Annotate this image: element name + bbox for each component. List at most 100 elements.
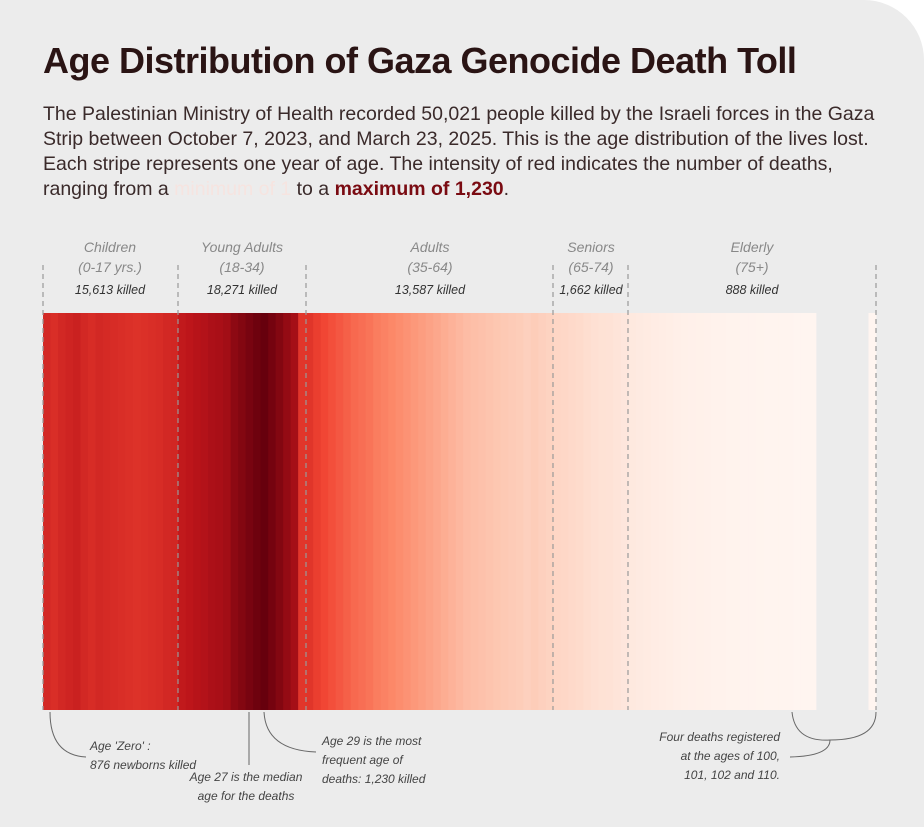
- group-range: (0-17 yrs.): [78, 259, 142, 275]
- stripe: [658, 313, 667, 710]
- group-killed: 888 killed: [726, 283, 780, 297]
- stripe: [500, 313, 509, 710]
- stripe: [763, 313, 772, 710]
- annotation: Four deaths registered: [659, 730, 780, 744]
- stripe: [193, 313, 201, 710]
- subtitle-text: to a: [291, 178, 335, 200]
- stripe: [418, 313, 427, 710]
- stripe: [448, 313, 457, 710]
- stripe: [238, 313, 247, 710]
- annotation: Age 29 is the most: [321, 734, 422, 748]
- stripe: [350, 313, 359, 710]
- stripe: [335, 313, 344, 710]
- stripe: [748, 313, 757, 710]
- group-killed: 18,271 killed: [207, 283, 278, 297]
- stripe: [185, 313, 194, 710]
- stripe: [380, 313, 389, 710]
- connector: [49, 711, 87, 758]
- chart-title: Age Distribution of Gaza Genocide Death …: [43, 40, 797, 81]
- stripe: [575, 313, 584, 710]
- stripe: [80, 313, 89, 710]
- stripe: [665, 313, 674, 710]
- stripe: [125, 313, 134, 710]
- connector: [263, 711, 317, 753]
- subtitle: The Palestinian Ministry of Health recor…: [43, 102, 888, 202]
- group-range: (65-74): [568, 259, 613, 275]
- subtitle-text: The Palestinian Ministry of Health recor…: [43, 103, 875, 200]
- stripe: [740, 313, 749, 710]
- stripe: [530, 313, 539, 710]
- stripe: [733, 313, 742, 710]
- annotation: at the ages of 100,: [681, 749, 780, 763]
- stripe: [718, 313, 727, 710]
- stripe: [643, 313, 652, 710]
- stripe: [463, 313, 472, 710]
- stripe: [523, 313, 532, 710]
- dividers: [42, 265, 877, 710]
- stripe: [343, 313, 352, 710]
- stripe: [118, 313, 126, 710]
- group-name: Seniors: [567, 239, 614, 255]
- connector: [791, 711, 877, 741]
- stripe: [838, 313, 846, 710]
- stripe: [320, 313, 329, 710]
- group-name: Elderly: [731, 239, 775, 255]
- stripe: [673, 313, 682, 710]
- stripe: [680, 313, 689, 710]
- stripe: [230, 313, 239, 710]
- stripe: [155, 313, 164, 710]
- group-killed: 13,587 killed: [395, 283, 466, 297]
- annotation: 876 newborns killed: [90, 758, 196, 772]
- connector: [789, 739, 831, 758]
- stripe: [846, 313, 854, 710]
- stripe: [395, 313, 404, 710]
- annotation: age for the deaths: [198, 789, 295, 803]
- stripe: [410, 313, 419, 710]
- stripe: [778, 313, 787, 710]
- stripe: [313, 313, 322, 710]
- stripe: [493, 313, 502, 710]
- annotation: Age 27 is the median: [189, 770, 303, 784]
- stripe: [223, 313, 232, 710]
- stripe: [688, 313, 697, 710]
- stripe: [703, 313, 712, 710]
- group-killed: 1,662 killed: [559, 283, 623, 297]
- stripe: [403, 313, 412, 710]
- stripe: [268, 313, 277, 710]
- stripe: [305, 313, 314, 710]
- stripe: [478, 313, 487, 710]
- stripe: [823, 313, 831, 710]
- stripe: [170, 313, 179, 710]
- stripe: [560, 313, 569, 710]
- stripes: [43, 313, 877, 710]
- stripe: [508, 313, 517, 710]
- stripe: [358, 313, 367, 710]
- stripe: [628, 313, 637, 710]
- stripe: [793, 313, 802, 710]
- stripe: [245, 313, 254, 710]
- stripe: [816, 313, 824, 710]
- stripe: [568, 313, 577, 710]
- stripe: [73, 313, 81, 710]
- subtitle-text: .: [503, 178, 510, 200]
- stripe: [373, 313, 382, 710]
- stripe: [770, 313, 779, 710]
- stripe: [260, 313, 269, 710]
- connectors: [49, 711, 877, 765]
- stripe: [470, 313, 479, 710]
- stripe: [635, 313, 644, 710]
- stripe: [800, 313, 809, 710]
- stripe: [433, 313, 442, 710]
- stripe: [868, 313, 877, 710]
- stripe: [455, 313, 464, 710]
- stripe: [538, 313, 547, 710]
- group-name: Young Adults: [201, 239, 283, 255]
- stripe: [65, 313, 74, 710]
- stripe: [553, 313, 562, 710]
- stripe: [58, 313, 66, 710]
- stripe: [215, 313, 224, 710]
- stripe: [253, 313, 262, 710]
- stripe: [515, 313, 524, 710]
